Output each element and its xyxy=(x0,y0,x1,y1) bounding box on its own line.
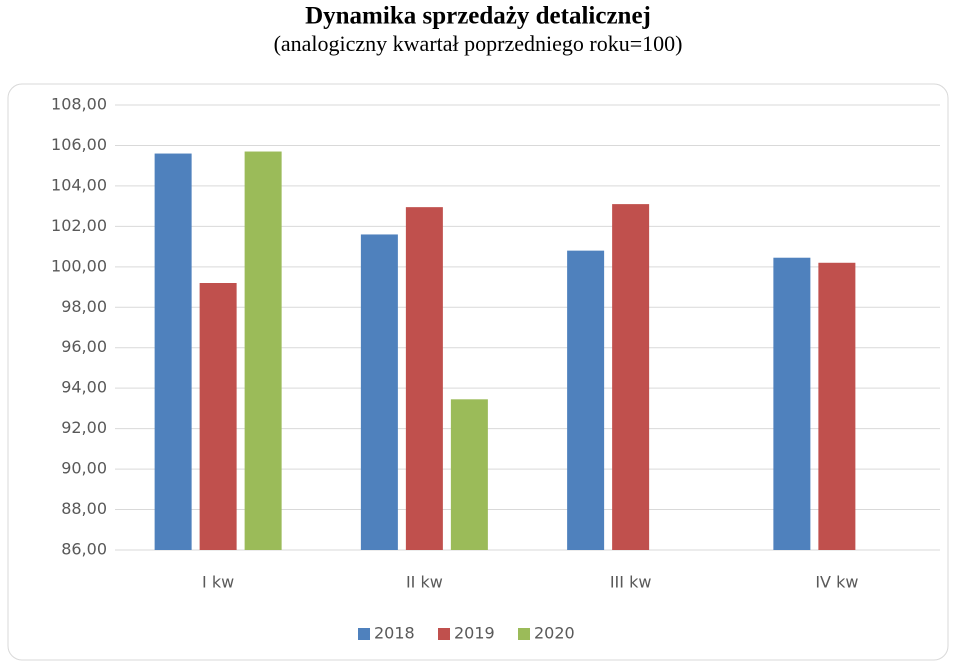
chart-title: Dynamika sprzedaży detalicznej xyxy=(305,3,651,30)
bar xyxy=(612,204,650,550)
y-tick-label: 86,00 xyxy=(61,540,107,559)
chart-frame xyxy=(7,83,949,661)
y-tick-label: 102,00 xyxy=(51,216,107,235)
bar xyxy=(773,257,811,550)
x-tick-label: I kw xyxy=(202,573,234,592)
y-tick-label: 90,00 xyxy=(61,459,107,478)
legend-label: 2019 xyxy=(454,624,495,643)
chart-subtitle: (analogiczny kwartał poprzedniego roku=1… xyxy=(274,31,683,56)
x-tick-label: II kw xyxy=(406,573,443,592)
legend-swatch xyxy=(518,628,530,640)
y-tick-label: 108,00 xyxy=(51,95,107,114)
bar xyxy=(450,399,488,550)
x-tick-label: IV kw xyxy=(815,573,858,592)
legend-label: 2018 xyxy=(374,624,415,643)
bar xyxy=(244,151,282,551)
y-tick-label: 96,00 xyxy=(61,337,107,356)
bar xyxy=(818,262,856,550)
bar xyxy=(199,283,237,550)
y-tick-label: 92,00 xyxy=(61,418,107,437)
y-tick-label: 98,00 xyxy=(61,297,107,316)
y-tick-label: 104,00 xyxy=(51,175,107,194)
legend-swatch xyxy=(358,628,370,640)
bar xyxy=(360,234,398,551)
bar xyxy=(405,207,443,551)
y-tick-label: 88,00 xyxy=(61,499,107,518)
y-tick-label: 94,00 xyxy=(61,378,107,397)
bar xyxy=(154,153,192,550)
legend-swatch xyxy=(438,628,450,640)
y-tick-label: 106,00 xyxy=(51,135,107,154)
y-tick-label: 100,00 xyxy=(51,256,107,275)
legend-label: 2020 xyxy=(534,624,575,643)
x-tick-label: III kw xyxy=(610,573,652,592)
bar xyxy=(567,250,605,551)
